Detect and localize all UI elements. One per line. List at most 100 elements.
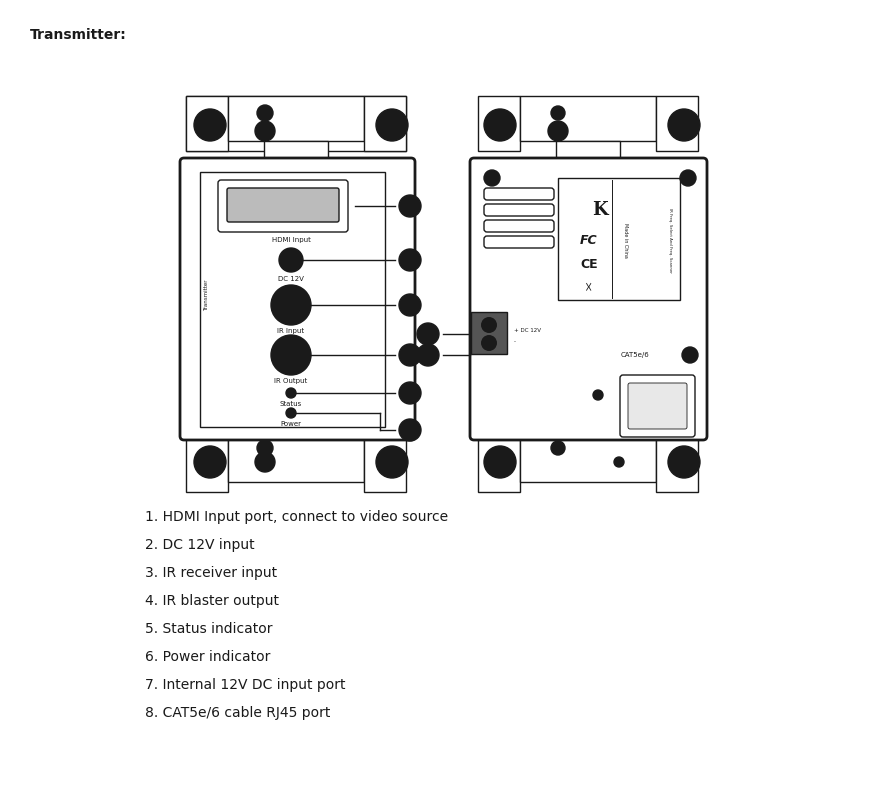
Circle shape xyxy=(286,350,296,360)
Text: 8: 8 xyxy=(425,350,432,360)
Bar xyxy=(264,141,328,161)
Text: CE: CE xyxy=(580,259,598,272)
FancyBboxPatch shape xyxy=(620,375,695,437)
Text: 8. CAT5e/6 cable RJ45 port: 8. CAT5e/6 cable RJ45 port xyxy=(145,706,330,720)
Circle shape xyxy=(255,452,275,472)
Circle shape xyxy=(257,105,273,121)
Circle shape xyxy=(417,323,439,345)
Circle shape xyxy=(376,446,408,478)
Text: 6. Power indicator: 6. Power indicator xyxy=(145,650,270,664)
Circle shape xyxy=(548,121,568,141)
FancyBboxPatch shape xyxy=(218,180,348,232)
Text: 5. Status indicator: 5. Status indicator xyxy=(145,622,273,636)
Circle shape xyxy=(279,248,303,272)
Text: 3: 3 xyxy=(406,300,413,310)
Circle shape xyxy=(399,294,421,316)
Text: CAT5e/6: CAT5e/6 xyxy=(621,352,649,358)
Circle shape xyxy=(484,170,500,186)
Bar xyxy=(558,178,680,300)
Circle shape xyxy=(682,347,698,363)
Circle shape xyxy=(481,335,497,351)
Circle shape xyxy=(417,344,439,366)
Circle shape xyxy=(279,343,303,367)
Circle shape xyxy=(399,249,421,271)
Text: DC 12V: DC 12V xyxy=(278,276,304,282)
Bar xyxy=(200,172,385,427)
Circle shape xyxy=(481,317,497,333)
Text: ☓: ☓ xyxy=(586,281,593,295)
Text: 1: 1 xyxy=(406,201,413,211)
Text: K: K xyxy=(593,201,607,219)
Circle shape xyxy=(257,440,273,456)
Circle shape xyxy=(680,170,696,186)
Circle shape xyxy=(271,285,311,325)
Circle shape xyxy=(399,419,421,441)
Circle shape xyxy=(399,344,421,366)
Circle shape xyxy=(286,408,296,418)
FancyBboxPatch shape xyxy=(628,383,687,429)
Text: 4: 4 xyxy=(406,350,413,360)
Text: IR Freq. Select And Freq. Scanner: IR Freq. Select And Freq. Scanner xyxy=(668,207,672,272)
Text: -: - xyxy=(514,340,516,344)
FancyBboxPatch shape xyxy=(470,158,707,440)
Bar xyxy=(478,437,520,492)
Bar xyxy=(471,312,507,354)
Bar xyxy=(556,427,620,437)
Bar xyxy=(364,437,406,492)
Text: HDMI Input: HDMI Input xyxy=(272,237,310,243)
Circle shape xyxy=(399,382,421,404)
Text: IR Input: IR Input xyxy=(277,328,304,334)
Bar xyxy=(656,437,698,492)
Circle shape xyxy=(593,390,603,400)
Bar xyxy=(520,96,656,141)
Bar xyxy=(186,96,228,151)
Bar xyxy=(228,437,364,482)
Bar xyxy=(264,427,328,437)
Circle shape xyxy=(279,293,303,317)
Text: FC: FC xyxy=(580,234,598,247)
Text: 7. Internal 12V DC input port: 7. Internal 12V DC input port xyxy=(145,678,345,692)
Circle shape xyxy=(376,109,408,141)
FancyBboxPatch shape xyxy=(484,204,554,216)
Circle shape xyxy=(551,106,565,120)
Text: 2: 2 xyxy=(406,255,413,265)
Bar xyxy=(364,96,406,151)
Text: 5: 5 xyxy=(406,388,413,398)
Circle shape xyxy=(551,441,565,455)
Text: 3. IR receiver input: 3. IR receiver input xyxy=(145,566,277,580)
Bar xyxy=(656,96,698,151)
Bar xyxy=(186,96,228,151)
Circle shape xyxy=(286,388,296,398)
Text: 1. HDMI Input port, connect to video source: 1. HDMI Input port, connect to video sou… xyxy=(145,510,448,524)
Bar xyxy=(364,96,406,151)
Text: Status: Status xyxy=(280,401,302,407)
Circle shape xyxy=(399,195,421,217)
Bar xyxy=(186,96,406,151)
FancyBboxPatch shape xyxy=(180,158,415,440)
Bar xyxy=(228,96,364,141)
FancyBboxPatch shape xyxy=(484,236,554,248)
Text: 4. IR blaster output: 4. IR blaster output xyxy=(145,594,279,608)
Text: IR Output: IR Output xyxy=(274,378,308,384)
Bar xyxy=(520,437,656,482)
FancyBboxPatch shape xyxy=(484,220,554,232)
Circle shape xyxy=(286,300,296,310)
Text: + DC 12V: + DC 12V xyxy=(514,328,541,332)
Circle shape xyxy=(668,446,700,478)
Text: Transmitter:: Transmitter: xyxy=(30,28,127,42)
Circle shape xyxy=(484,109,516,141)
Circle shape xyxy=(484,446,516,478)
Bar xyxy=(556,141,620,161)
Text: 2. DC 12V input: 2. DC 12V input xyxy=(145,538,254,552)
Circle shape xyxy=(668,109,700,141)
Circle shape xyxy=(614,457,624,467)
Text: 7: 7 xyxy=(425,329,432,339)
Circle shape xyxy=(194,109,226,141)
Circle shape xyxy=(271,335,311,375)
Text: 6: 6 xyxy=(406,425,413,435)
FancyBboxPatch shape xyxy=(484,188,554,200)
Circle shape xyxy=(194,446,226,478)
Text: Power: Power xyxy=(281,421,302,427)
FancyBboxPatch shape xyxy=(227,188,339,222)
Circle shape xyxy=(255,121,275,141)
